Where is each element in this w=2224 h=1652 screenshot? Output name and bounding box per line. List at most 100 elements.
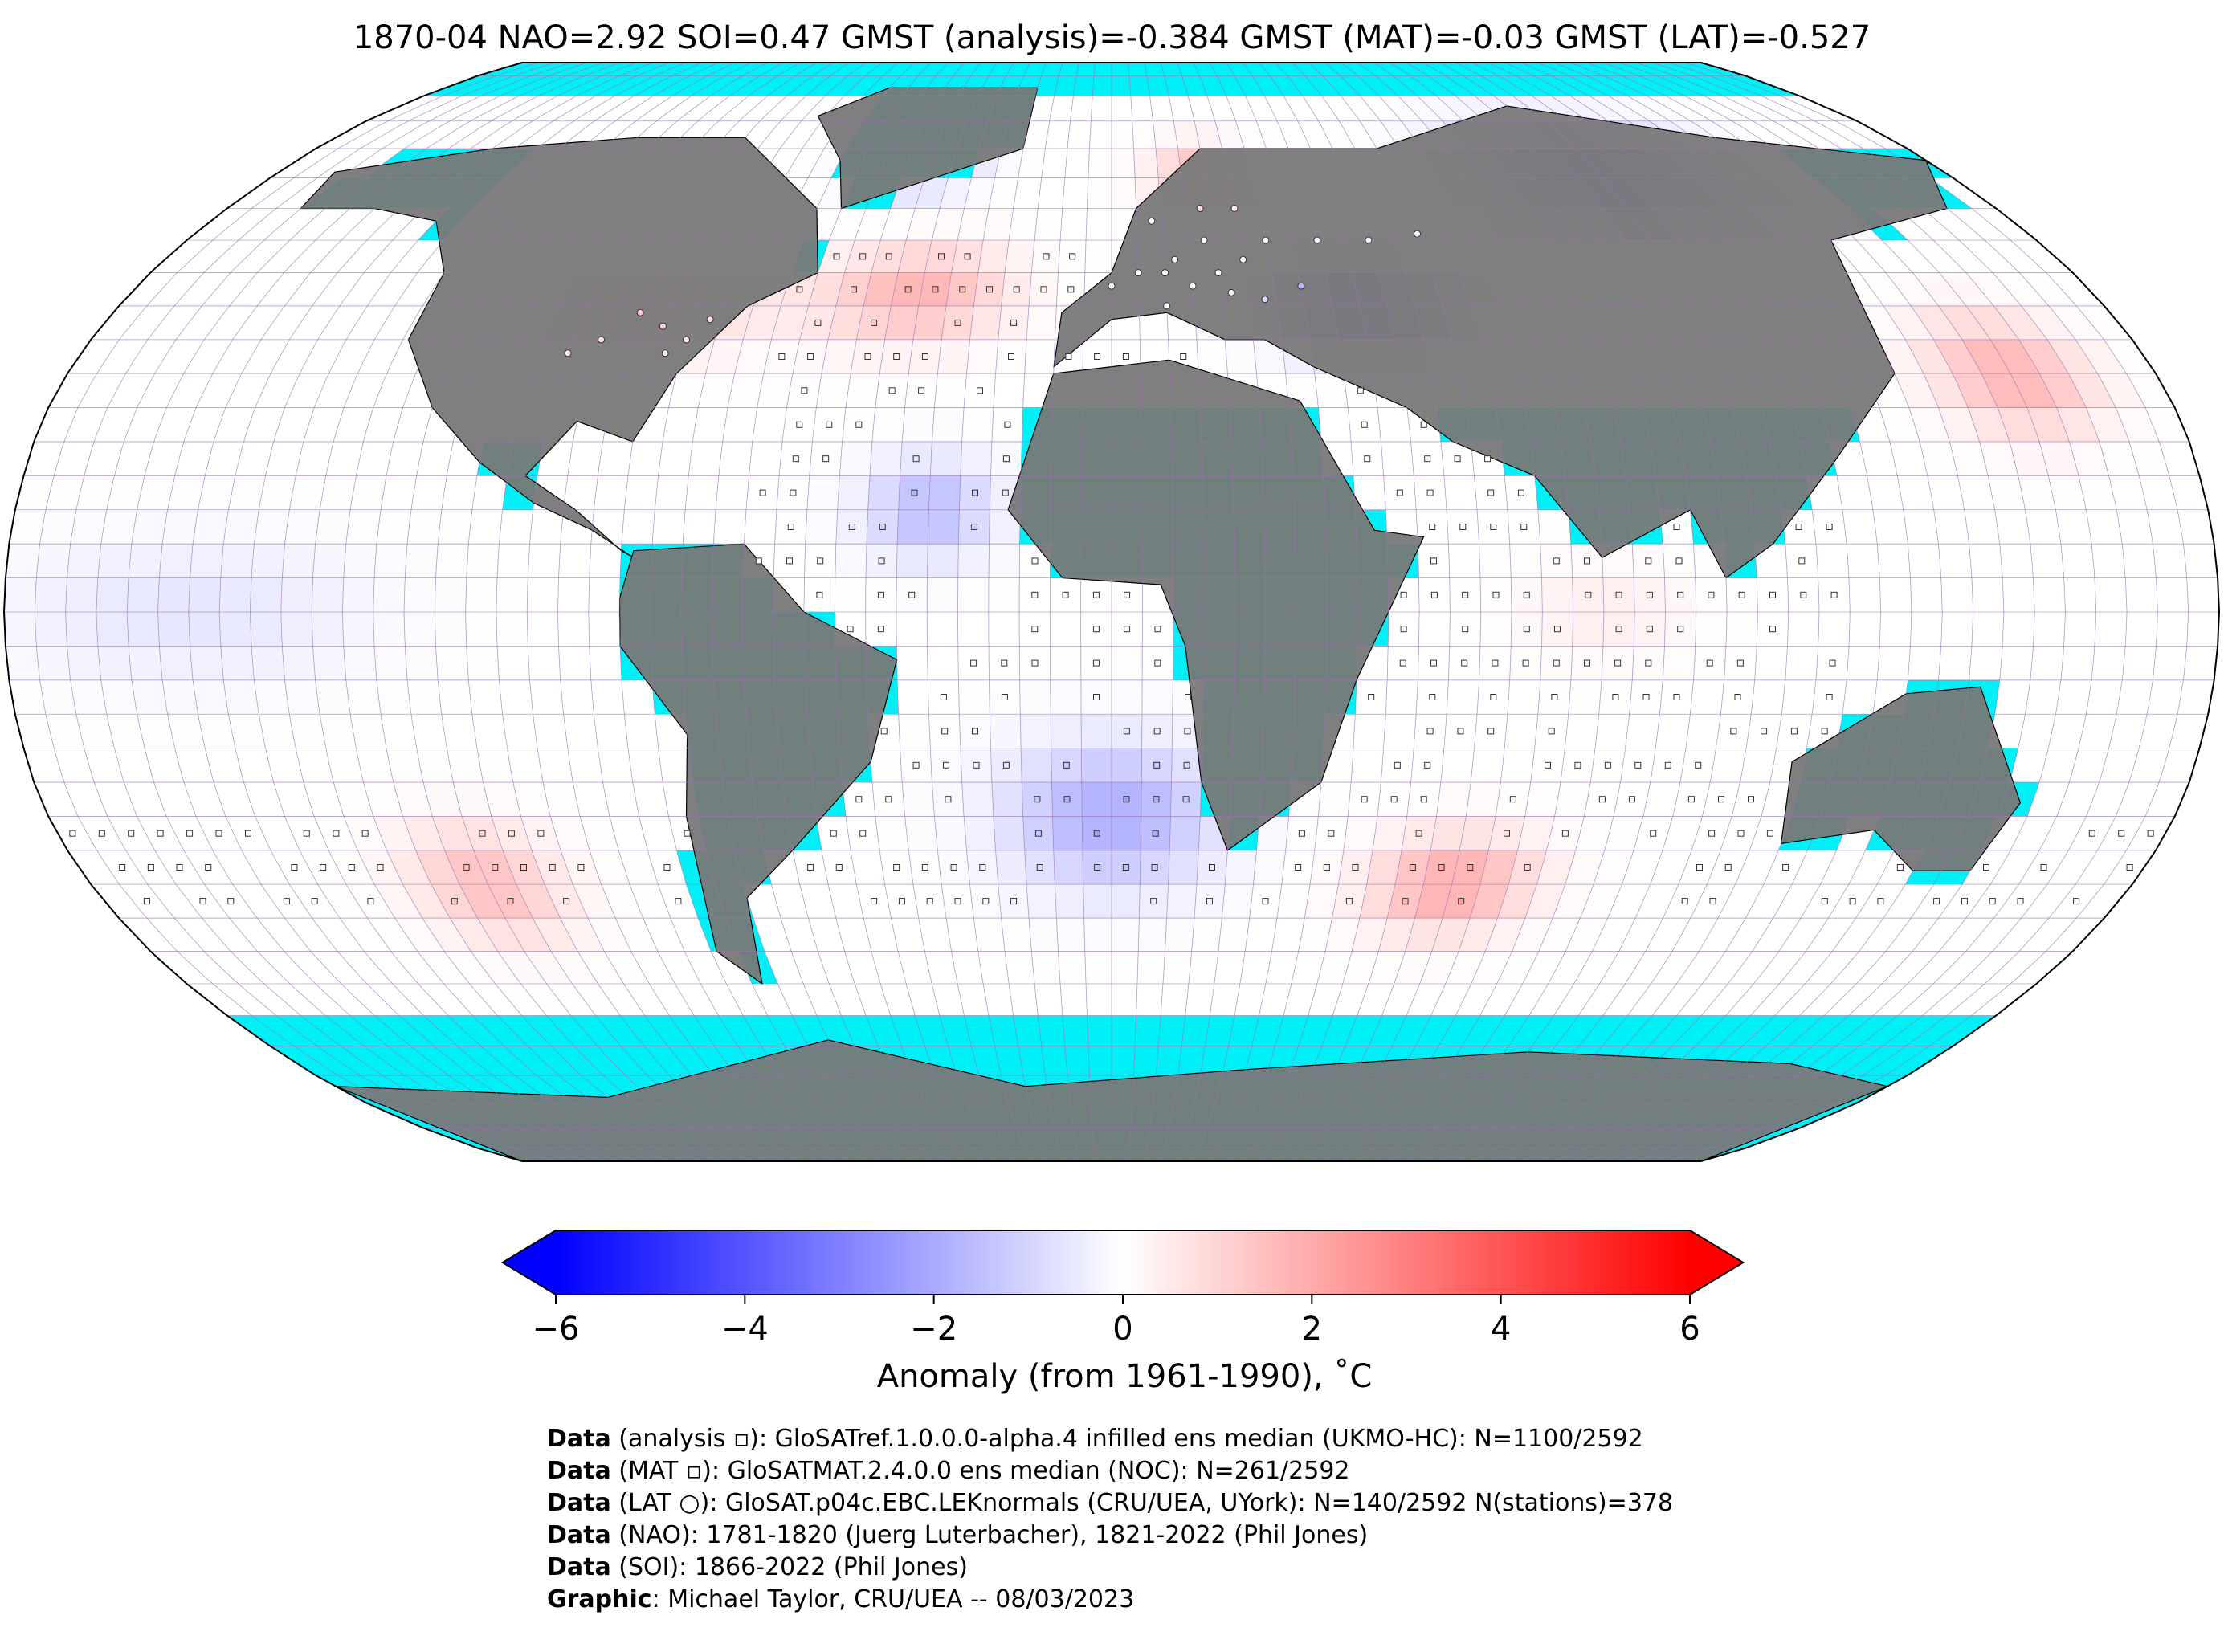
anomaly-cell <box>2021 884 2076 919</box>
anomaly-cell <box>1929 177 1997 209</box>
anomaly-cell <box>106 475 145 510</box>
anomaly-cell <box>1745 884 1793 919</box>
anomaly-cell <box>373 816 416 850</box>
anomaly-cell <box>1652 984 1703 1016</box>
anomaly-cell <box>435 646 469 680</box>
anomaly-cell <box>1816 544 1849 578</box>
anomaly-cell <box>1339 120 1377 149</box>
anomaly-cell <box>655 475 689 510</box>
observation-marker <box>311 898 318 905</box>
anomaly-cell <box>1994 679 2030 715</box>
anomaly-cell <box>1573 951 1619 984</box>
anomaly-cell <box>145 748 184 782</box>
anomaly-cell <box>1163 951 1192 984</box>
anomaly-cell <box>1818 612 1851 647</box>
anomaly-cell <box>1940 612 1973 647</box>
anomaly-cell <box>1938 544 1973 578</box>
anomaly-cell <box>816 373 851 408</box>
anomaly-cell <box>1009 208 1039 240</box>
anomaly-cell <box>392 984 448 1016</box>
anomaly-cell <box>1188 96 1215 121</box>
observation-marker <box>1394 761 1401 769</box>
anomaly-cell <box>339 918 391 952</box>
anomaly-cell <box>1595 714 1630 748</box>
anomaly-cell <box>1685 714 1721 748</box>
anomaly-cell <box>1318 120 1355 149</box>
anomaly-cell <box>507 748 543 782</box>
anomaly-cell <box>345 679 381 715</box>
anomaly-cell <box>598 442 633 476</box>
anomaly-cell <box>1083 884 1112 919</box>
anomaly-cell <box>1112 120 1134 149</box>
observation-marker <box>814 319 822 326</box>
anomaly-cell <box>577 951 624 984</box>
anomaly-cell <box>2100 748 2140 782</box>
observation-marker <box>790 489 797 496</box>
observation-marker <box>1092 659 1100 667</box>
anomaly-cell <box>1455 984 1497 1016</box>
anomaly-cell <box>609 816 648 850</box>
observation-marker <box>885 253 892 260</box>
anomaly-cell <box>2039 442 2079 476</box>
anomaly-cell <box>1022 120 1050 149</box>
anomaly-cell <box>212 984 276 1016</box>
anomaly-cell <box>357 339 403 374</box>
anomaly-cell <box>1968 407 2010 442</box>
anomaly-cell <box>1971 208 2037 240</box>
anomaly-cell <box>624 475 659 510</box>
map-border <box>2 62 2221 1162</box>
observation-marker <box>1615 626 1622 633</box>
anomaly-cell <box>426 120 491 149</box>
observation-marker <box>1262 898 1269 905</box>
anomaly-cell <box>441 475 477 510</box>
observation-marker <box>1093 830 1100 837</box>
anomaly-cell <box>1277 884 1311 919</box>
anomaly-cell <box>146 918 204 952</box>
anomaly-cell <box>443 984 498 1016</box>
observation-marker <box>1877 898 1884 905</box>
anomaly-cell <box>630 951 675 984</box>
observation-marker <box>1206 898 1213 905</box>
anomaly-cell <box>1725 918 1773 952</box>
anomaly-cell <box>983 984 1014 1016</box>
observation-marker <box>1002 761 1010 769</box>
anomaly-cell <box>1081 748 1112 782</box>
anomaly-cell <box>2126 373 2175 408</box>
anomaly-cell <box>951 951 984 984</box>
anomaly-cell <box>1524 884 1565 919</box>
observation-marker <box>921 353 928 360</box>
anomaly-cell <box>1883 884 1934 919</box>
anomaly-cell <box>119 305 174 340</box>
anomaly-cell <box>337 240 393 273</box>
anomaly-cell <box>685 475 719 510</box>
observation-marker <box>1821 898 1828 905</box>
anomaly-cell <box>957 984 989 1016</box>
observation-marker <box>1673 524 1680 530</box>
anomaly-cell <box>1972 612 2004 647</box>
anomaly-cell <box>2019 918 2077 952</box>
anomaly-cell <box>1026 884 1057 919</box>
anomaly-cell <box>835 577 866 612</box>
anomaly-cell <box>465 612 497 647</box>
anomaly-cell <box>2039 373 2087 408</box>
anomaly-cell <box>265 442 304 476</box>
observation-marker <box>361 830 369 837</box>
anomaly-cell <box>260 305 312 340</box>
anomaly-cell <box>1754 544 1788 578</box>
anomaly-cell <box>1785 646 1818 680</box>
observation-marker <box>283 898 290 905</box>
anomaly-cell <box>470 120 532 149</box>
anomaly-cell <box>1933 240 1993 273</box>
anomaly-cell <box>1959 951 2020 984</box>
anomaly-cell <box>1021 748 1052 782</box>
observation-marker <box>880 728 888 735</box>
observation-marker <box>1523 626 1530 633</box>
observation-marker <box>2088 830 2095 837</box>
anomaly-cell <box>1879 612 1912 647</box>
credit-line-analysis: Data (analysis ▫): GloSATref.1.0.0.0-alp… <box>547 1425 1643 1453</box>
observation-marker <box>755 557 762 565</box>
anomaly-cell <box>1650 850 1692 885</box>
anomaly-cell <box>934 373 967 408</box>
anomaly-cell <box>1723 96 1795 121</box>
anomaly-cell <box>977 951 1010 984</box>
